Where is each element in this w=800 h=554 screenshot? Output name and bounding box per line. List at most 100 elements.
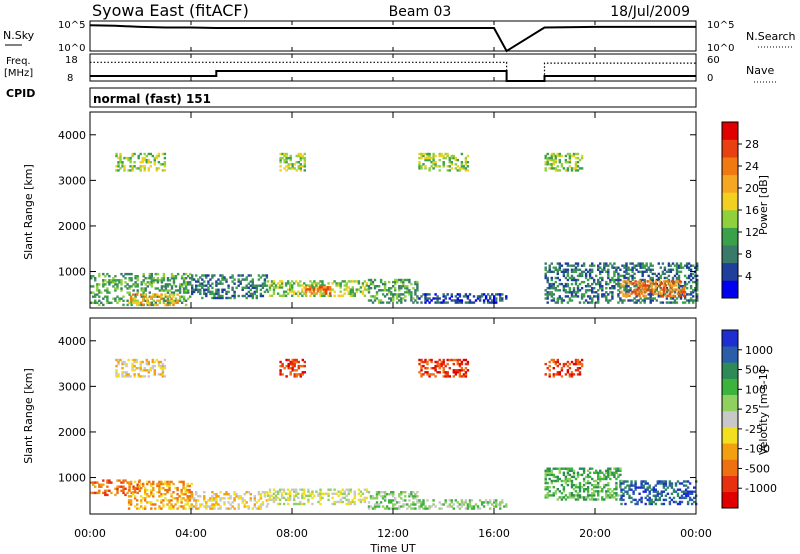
cbar-swatch [722,459,738,476]
heat-cell [464,161,468,164]
heat-cell [689,299,693,302]
heat-cell [229,503,232,506]
heat-cell [558,289,561,292]
heat-cell [162,505,165,508]
heat-cell [696,280,699,284]
heat-cell [458,369,462,372]
heat-cell [319,294,322,297]
heat-cell [392,297,395,300]
heat-cell [96,293,99,296]
heat-cell [646,284,649,287]
heat-cell [221,294,224,298]
heat-cell [556,165,559,168]
heat-cell [668,288,672,291]
heat-cell [392,491,395,494]
heat-cell [268,490,272,493]
heat-cell [645,268,648,271]
heat-cell [476,507,480,510]
heat-cell [552,163,555,166]
heat-cell [554,167,557,170]
heat-cell [670,290,674,293]
heat-cell [466,507,470,510]
heat-cell [570,169,574,172]
heat-cell [400,280,403,284]
heat-cell [578,268,582,271]
heat-cell [172,277,176,280]
heat-cell [505,503,508,506]
heat-cell [309,284,312,287]
heat-cell [361,498,365,502]
freq-tick-top: 18 [65,55,78,66]
heat-cell [649,276,652,280]
heat-cell [601,287,604,290]
heat-cell [178,297,182,300]
heat-cell [303,360,306,364]
heat-cell [272,286,276,289]
heat-cell [615,481,618,485]
heat-cell [137,367,140,370]
heat-cell [544,163,547,166]
heat-cell [199,503,202,506]
heat-cell [428,167,431,170]
heat-cell [430,373,433,376]
heat-cell [139,165,142,168]
heat-cell [160,297,163,300]
heat-cell [251,284,254,287]
heat-cell [92,483,95,486]
heat-cell [255,290,258,294]
heat-cell [110,481,113,484]
heat-cell [327,498,330,502]
heat-cell [562,270,566,273]
heat-cell [402,293,405,296]
heat-cell [548,293,551,296]
heat-cell [385,289,389,292]
heat-cell [304,292,307,295]
heat-cell [341,500,344,504]
heat-cell [287,165,290,168]
heat-cell [150,303,153,307]
heat-cell [412,495,415,498]
heat-cell [550,479,553,483]
heat-cell [578,467,582,470]
heat-cell [629,299,632,302]
heat-cell [584,289,588,292]
heat-cell [114,297,117,300]
heat-cell [404,287,407,290]
heat-cell [163,152,167,156]
heat-cell [129,495,133,498]
heat-cell [550,473,553,477]
heat-cell [162,277,166,280]
heat-cell [418,165,421,168]
heat-cell [605,262,608,265]
heat-cell [564,481,568,485]
heat-cell [156,277,160,280]
heat-cell [609,262,612,265]
heat-cell [326,288,330,291]
heat-cell [160,486,163,490]
heat-cell [291,358,294,362]
heat-cell [661,272,665,276]
heat-cell [568,492,572,495]
heat-cell [406,291,409,294]
heat-cell [678,488,682,491]
heat-cell [102,483,105,486]
heat-cell [357,488,361,491]
heat-cell [670,294,674,297]
heat-cell [560,299,564,302]
heat-cell [424,165,427,168]
heat-cell [560,369,564,372]
heat-cell [558,158,561,162]
heat-cell [143,367,146,370]
heat-cell [133,480,137,484]
heat-cell [148,303,151,307]
heat-cell [154,301,157,304]
heat-cell [678,482,682,485]
heat-cell [133,161,136,164]
heat-cell [180,285,184,288]
heat-cell [279,158,282,162]
heat-cell [357,282,361,285]
heat-cell [133,152,136,156]
heat-cell [140,501,143,504]
heat-cell [148,272,151,276]
